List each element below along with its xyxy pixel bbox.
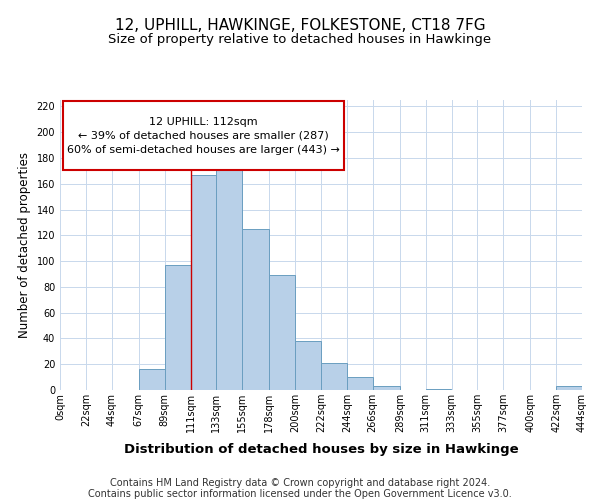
FancyBboxPatch shape — [62, 102, 344, 170]
Bar — [347, 377, 373, 390]
Bar — [321, 363, 347, 390]
Bar — [164, 265, 191, 390]
Bar — [217, 164, 242, 390]
Text: Size of property relative to detached houses in Hawkinge: Size of property relative to detached ho… — [109, 32, 491, 46]
Bar — [242, 229, 269, 390]
Bar — [425, 388, 451, 390]
Bar — [556, 386, 582, 390]
Text: 12, UPHILL, HAWKINGE, FOLKESTONE, CT18 7FG: 12, UPHILL, HAWKINGE, FOLKESTONE, CT18 7… — [115, 18, 485, 32]
Text: 12 UPHILL: 112sqm
← 39% of detached houses are smaller (287)
60% of semi-detache: 12 UPHILL: 112sqm ← 39% of detached hous… — [67, 116, 340, 154]
Y-axis label: Number of detached properties: Number of detached properties — [18, 152, 31, 338]
Bar — [269, 276, 295, 390]
Text: Distribution of detached houses by size in Hawkinge: Distribution of detached houses by size … — [124, 442, 518, 456]
Bar — [295, 341, 321, 390]
Text: Contains HM Land Registry data © Crown copyright and database right 2024.: Contains HM Land Registry data © Crown c… — [110, 478, 490, 488]
Bar — [191, 175, 217, 390]
Text: Contains public sector information licensed under the Open Government Licence v3: Contains public sector information licen… — [88, 489, 512, 499]
Bar — [373, 386, 400, 390]
Bar — [139, 370, 164, 390]
